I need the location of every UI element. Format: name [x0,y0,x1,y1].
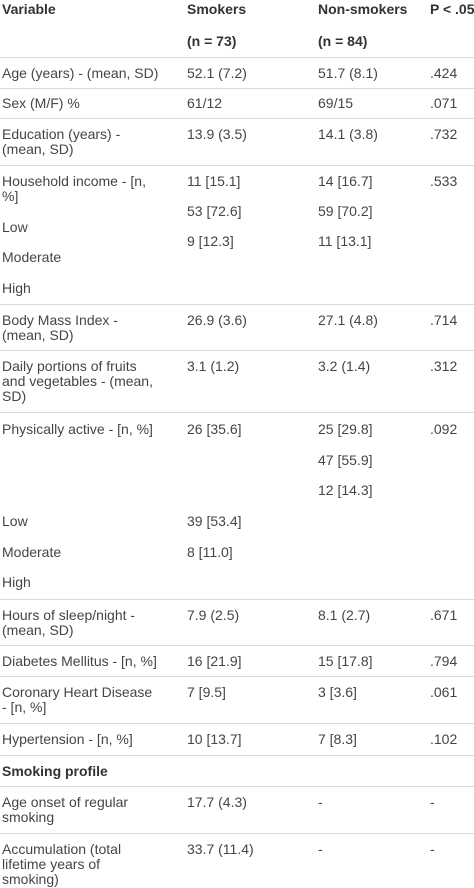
table-cell: .424 [430,65,458,81]
table-cell: Education (years) - [2,126,121,142]
row-divider [0,165,474,166]
table-cell: 16 [21.9] [187,653,242,669]
table-cell: 39 [53.4] [187,513,242,529]
row-divider [0,676,474,677]
row-divider [0,304,474,305]
row-divider [0,350,474,351]
table-cell: Moderate [2,544,62,560]
table-cell: (mean, SD) [2,141,74,157]
table-cell: lifetime years of [2,856,101,872]
table-cell: .312 [430,358,458,374]
table-cell: - [n, %] [2,699,47,715]
table-cell: 14 [16.7] [318,173,373,189]
table-cell: .071 [430,95,458,111]
row-divider [0,57,474,58]
table-cell: 7 [8.3] [318,731,357,747]
table-cell: 10 [13.7] [187,731,242,747]
table-cell: Low [2,219,28,235]
table-cell: 26 [35.6] [187,421,242,437]
table-cell: Diabetes Mellitus - [n, %] [2,653,157,669]
table-cell: 59 [70.2] [318,203,373,219]
table-cell: SD) [2,388,27,404]
table-cell: Coronary Heart Disease [2,684,153,700]
table-cell: 8 [11.0] [187,544,233,560]
table-cell: Low [2,513,28,529]
table-cell: and vegetables - (mean, [2,373,153,389]
table-cell: 53 [72.6] [187,203,242,219]
table-cell: .061 [430,684,458,700]
header-cell: (n = 73) [187,33,237,49]
table-cell: Body Mass Index - [2,312,118,328]
table-cell: 7.9 (2.5) [187,607,240,623]
table-cell: 3.2 (1.4) [318,358,371,374]
table-cell: (mean, SD) [2,327,74,343]
table-cell: High [2,280,31,296]
table-cell: 17.7 (4.3) [187,794,247,810]
section-heading: Smoking profile [2,763,108,779]
table-cell: Age (years) - (mean, SD) [2,65,159,81]
row-divider [0,833,474,834]
table-cell: Household income - [n, [2,173,146,189]
row-divider [0,723,474,724]
row-divider [0,599,474,600]
table-cell: 13.9 (3.5) [187,126,247,142]
table-cell: .092 [430,421,458,437]
table-cell: 11 [13.1] [318,233,372,249]
table-cell: 33.7 (11.4) [187,841,254,857]
table-cell: - [430,794,435,810]
table-cell: .714 [430,312,458,328]
row-divider [0,88,474,89]
table-cell: - [318,841,323,857]
row-divider [0,412,474,413]
header-cell: (n = 84) [318,33,368,49]
table-cell: 3.1 (1.2) [187,358,240,374]
table-cell: .671 [430,607,458,623]
row-divider [0,118,474,119]
table-cell: Daily portions of fruits [2,358,137,374]
table-cell: Sex (M/F) % [2,95,80,111]
table-cell: Age onset of regular [2,794,129,810]
table-cell: 14.1 (3.8) [318,126,378,142]
table-cell: 51.7 (8.1) [318,65,378,81]
table-cell: Moderate [2,249,62,265]
table-cell: 15 [17.8] [318,653,373,669]
table-cell: smoking) [2,871,59,887]
table-cell: .794 [430,653,458,669]
table-cell: 27.1 (4.8) [318,312,378,328]
table-cell: 47 [55.9] [318,452,373,468]
header-cell: Smokers [187,1,247,17]
table-cell: Hours of sleep/night - [2,607,136,623]
table-cell: 52.1 (7.2) [187,65,247,81]
row-divider [0,755,474,756]
table-cell: Physically active - [n, %] [2,421,153,437]
table-cell: 25 [29.8] [318,421,373,437]
table-cell: 3 [3.6] [318,684,357,700]
table-cell: .533 [430,173,458,189]
table-cell: smoking [2,809,55,825]
table-cell: Hypertension - [n, %] [2,731,133,747]
table-cell: 69/15 [318,95,354,111]
table-cell: (mean, SD) [2,622,74,638]
table-cell: 7 [9.5] [187,684,226,700]
table-cell: - [430,841,435,857]
row-divider [0,786,474,787]
table-cell: 26.9 (3.6) [187,312,247,328]
table-cell: 11 [15.1] [187,173,241,189]
header-cell: Variable [2,1,56,17]
table-cell: .732 [430,126,458,142]
table-cell: %] [2,188,19,204]
table-cell: 9 [12.3] [187,233,234,249]
table-cell: High [2,574,31,590]
table-cell: Accumulation (total [2,841,122,857]
table-cell: .102 [430,731,458,747]
table-cell: 61/12 [187,95,223,111]
table-cell: 8.1 (2.7) [318,607,371,623]
header-cell: P < .05 [430,1,474,17]
row-divider [0,645,474,646]
table-cell: 12 [14.3] [318,482,373,498]
header-cell: Non-smokers [318,1,408,17]
table-cell: - [318,794,323,810]
